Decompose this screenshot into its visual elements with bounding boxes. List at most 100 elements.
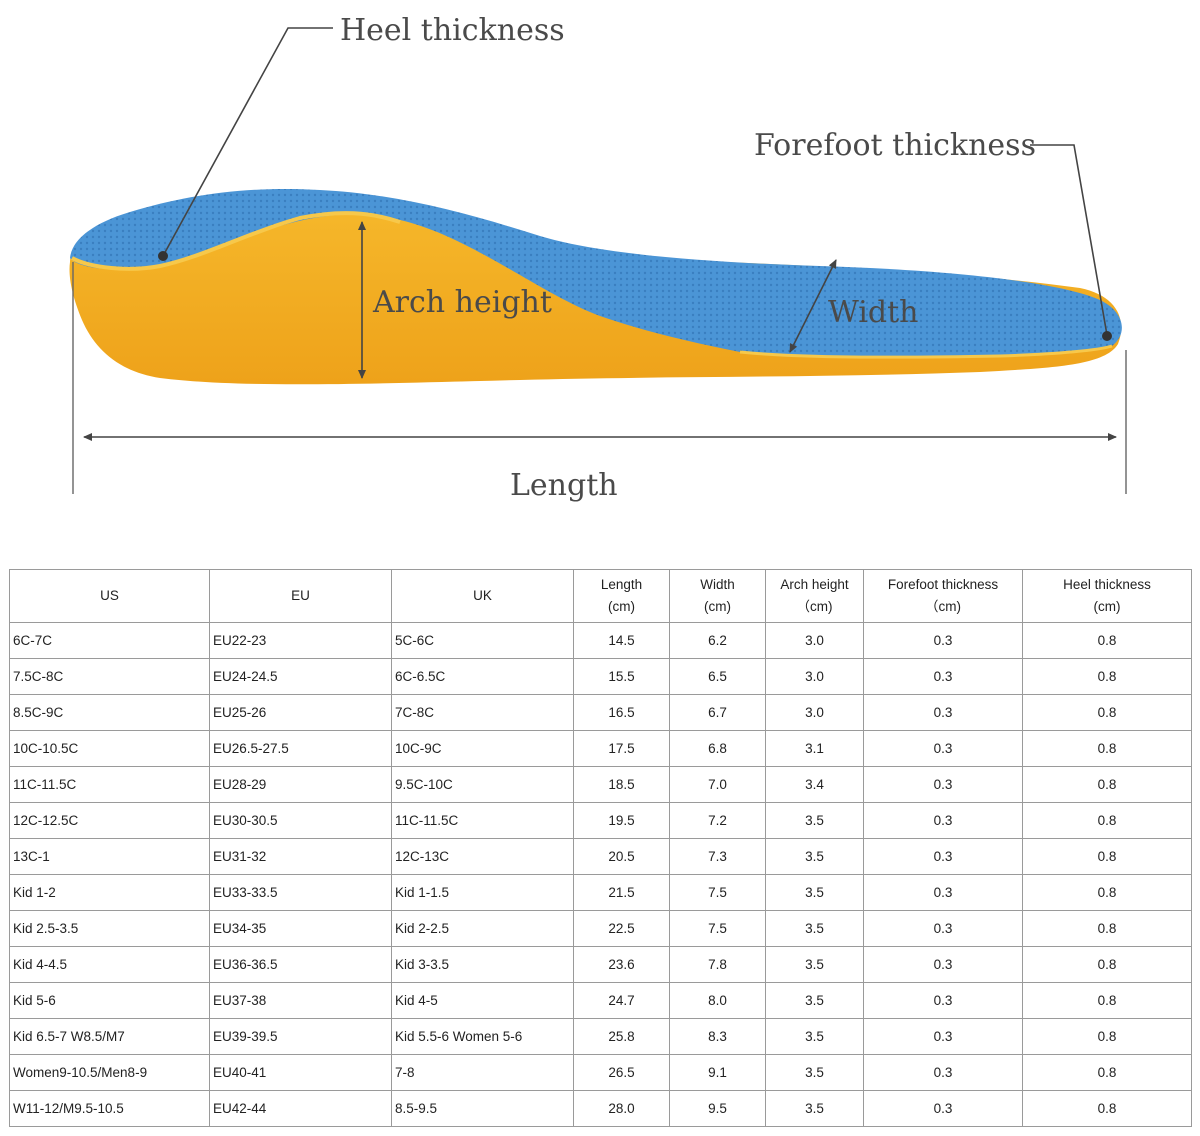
table-cell: 0.8 (1022, 1054, 1192, 1091)
table-cell: Kid 4-4.5 (9, 946, 210, 983)
table-cell: Kid 5-6 (9, 982, 210, 1019)
table-cell: 0.8 (1022, 1018, 1192, 1055)
column-header-title: US (100, 588, 119, 603)
forefoot-thickness-callout: Forefoot thickness (754, 128, 1112, 341)
table-cell: 19.5 (573, 802, 670, 839)
table-cell: 13C-1 (9, 838, 210, 875)
table-cell: 6C-7C (9, 622, 210, 659)
table-cell: 3.0 (765, 622, 864, 659)
table-cell: 10C-10.5C (9, 730, 210, 767)
table-cell: EU42-44 (209, 1090, 392, 1127)
width-label: Width (828, 295, 918, 330)
table-cell: EU22-23 (209, 622, 392, 659)
column-header-title: EU (291, 588, 310, 603)
table-cell: 0.3 (863, 874, 1023, 911)
column-header-title: Width (700, 577, 735, 592)
table-cell: 6.5 (669, 658, 766, 695)
table-row: Kid 1-2 EU33-33.5 Kid 1-1.5 21.5 7.5 3.5 0.3 0.… (9, 874, 1192, 911)
table-cell: Kid 1-1.5 (391, 874, 574, 911)
arch-height-label: Arch height (372, 285, 552, 320)
column-header: EU (209, 569, 392, 623)
table-cell: 0.3 (863, 1054, 1023, 1091)
column-header: UK (391, 569, 574, 623)
table-cell: 0.8 (1022, 658, 1192, 695)
table-cell: 16.5 (573, 694, 670, 731)
table-cell: 0.3 (863, 694, 1023, 731)
table-cell: 8.3 (669, 1018, 766, 1055)
table-cell: EU24-24.5 (209, 658, 392, 695)
table-cell: 11C-11.5C (9, 766, 210, 803)
column-header-title: Arch height (780, 577, 849, 592)
column-header: Forefoot thickness （cm) (863, 569, 1023, 623)
table-cell: 12C-13C (391, 838, 574, 875)
table-cell: 3.0 (765, 658, 864, 695)
table-cell: EU26.5-27.5 (209, 730, 392, 767)
table-cell: 10C-9C (391, 730, 574, 767)
table-cell: EU31-32 (209, 838, 392, 875)
table-cell: 0.8 (1022, 766, 1192, 803)
table-row: 12C-12.5C EU30-30.5 11C-11.5C 19.5 7.2 3.5 0.3… (9, 802, 1192, 839)
table-cell: 11C-11.5C (391, 802, 574, 839)
table-cell: 3.5 (765, 946, 864, 983)
table-cell: EU34-35 (209, 910, 392, 947)
table-row: 13C-1 EU31-32 12C-13C 20.5 7.3 3.5 0.3 0.8 (9, 838, 1192, 875)
table-cell: W11-12/M9.5-10.5 (9, 1090, 210, 1127)
column-header-unit: (cm) (704, 599, 731, 614)
table-cell: 26.5 (573, 1054, 670, 1091)
table-cell: 0.3 (863, 1090, 1023, 1127)
table-cell: EU36-36.5 (209, 946, 392, 983)
table-cell: 7-8 (391, 1054, 574, 1091)
table-row: Kid 6.5-7 W8.5/M7 EU39-39.5 Kid 5.5-6 Wome… (9, 1018, 1192, 1055)
table-row: Women9-10.5/Men8-9 EU40-41 7-8 26.5 9.1 3.5 0.… (9, 1054, 1192, 1091)
table-cell: 3.1 (765, 730, 864, 767)
table-cell: 0.8 (1022, 982, 1192, 1019)
table-cell: 0.3 (863, 802, 1023, 839)
arch-height-indicator: Arch height (358, 221, 552, 379)
table-cell: 0.3 (863, 946, 1023, 983)
table-row: Kid 4-4.5 EU36-36.5 Kid 3-3.5 23.6 7.8 3.5 0.3… (9, 946, 1192, 983)
column-header-unit: (cm) (1093, 599, 1121, 614)
table-cell: EU25-26 (209, 694, 392, 731)
table-cell: 3.5 (765, 1054, 864, 1091)
column-header-unit: (cm) (608, 599, 635, 614)
table-cell: 0.3 (863, 982, 1023, 1019)
table-cell: 0.3 (863, 622, 1023, 659)
table-cell: 7.8 (669, 946, 766, 983)
table-cell: 9.5 (669, 1090, 766, 1127)
table-cell: 6.2 (669, 622, 766, 659)
table-cell: 15.5 (573, 658, 670, 695)
table-cell: 3.5 (765, 802, 864, 839)
table-body: 6C-7C EU22-23 5C-6C 14.5 6.2 3.0 0.3 0.8 7.5C-8C… (9, 622, 1192, 1127)
table-cell: 3.5 (765, 910, 864, 947)
table-cell: Women9-10.5/Men8-9 (9, 1054, 210, 1091)
table-row: 8.5C-9C EU25-26 7C-8C 16.5 6.7 3.0 0.3 0.8 (9, 694, 1192, 731)
table-cell: 18.5 (573, 766, 670, 803)
table-cell: 0.3 (863, 766, 1023, 803)
column-header: Arch height （cm) (765, 569, 864, 623)
length-label: Length (510, 468, 618, 503)
table-cell: 0.8 (1022, 838, 1192, 875)
table-cell: Kid 1-2 (9, 874, 210, 911)
table-cell: 0.8 (1022, 946, 1192, 983)
size-chart-table: US EU UK Length (cm) Width (cm) Arch height （cm)… (9, 569, 1192, 1127)
table-cell: 7.5 (669, 874, 766, 911)
table-cell: EU28-29 (209, 766, 392, 803)
table-cell: 7.3 (669, 838, 766, 875)
table-cell: 3.5 (765, 838, 864, 875)
table-cell: 20.5 (573, 838, 670, 875)
width-indicator: Width (789, 259, 918, 353)
column-header-unit: （cm) (796, 599, 833, 614)
table-cell: 7.5C-8C (9, 658, 210, 695)
table-cell: EU30-30.5 (209, 802, 392, 839)
insole-diagram: Heel thickness Forefoot thickness Arch h… (69, 13, 1127, 503)
insole-rim (71, 211, 401, 271)
table-header-row: US EU UK Length (cm) Width (cm) Arch height （cm)… (9, 569, 1192, 623)
table-cell: 25.8 (573, 1018, 670, 1055)
table-cell: 14.5 (573, 622, 670, 659)
forefoot-thickness-label: Forefoot thickness (754, 128, 1036, 163)
table-cell: 0.8 (1022, 874, 1192, 911)
table-cell: 7.0 (669, 766, 766, 803)
column-header-title: Length (600, 577, 643, 592)
table-cell: Kid 2.5-3.5 (9, 910, 210, 947)
table-cell: EU40-41 (209, 1054, 392, 1091)
